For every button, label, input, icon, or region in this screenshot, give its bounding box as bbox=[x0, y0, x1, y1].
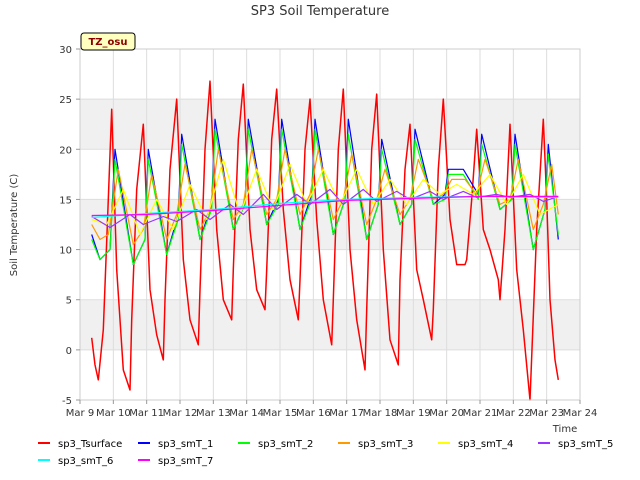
legend-label: sp3_Tsurface bbox=[58, 439, 122, 450]
x-tick-label: Mar 23 bbox=[529, 408, 564, 419]
plot-band bbox=[80, 99, 580, 150]
y-tick-label: 20 bbox=[59, 145, 72, 156]
legend-label: sp3_smT_1 bbox=[158, 439, 213, 450]
y-tick-label: 10 bbox=[59, 246, 72, 257]
y-tick-label: 30 bbox=[59, 45, 72, 56]
x-tick-label: Mar 16 bbox=[296, 408, 331, 419]
y-tick-label: 25 bbox=[59, 95, 72, 106]
x-tick-label: Mar 15 bbox=[263, 408, 298, 419]
legend: sp3_Tsurface sp3_smT_1 sp3_smT_2 sp3_smT_3 s… bbox=[38, 439, 613, 467]
series-line-sp3_smT_4 bbox=[91, 158, 559, 236]
y-tick-label: 5 bbox=[66, 296, 72, 307]
series-line-sp3_smT_7 bbox=[91, 195, 559, 217]
tz-badge-label: TZ_osu bbox=[88, 37, 127, 48]
legend-label: sp3_smT_6 bbox=[58, 456, 113, 467]
legend-label: sp3_smT_2 bbox=[258, 439, 313, 450]
x-axis-title: Time bbox=[552, 424, 577, 435]
x-tick-label: Mar 9 bbox=[66, 408, 94, 419]
chart-title: SP3 Soil Temperature bbox=[251, 4, 389, 19]
tz-badge: TZ_osu bbox=[80, 32, 136, 51]
x-tick-label: Mar 12 bbox=[163, 408, 198, 419]
x-tick-label: Mar 19 bbox=[396, 408, 431, 419]
legend-label: sp3_smT_4 bbox=[458, 439, 513, 450]
x-tick-label: Mar 17 bbox=[329, 408, 364, 419]
y-tick-label: 0 bbox=[66, 346, 72, 357]
x-tick-label: Mar 18 bbox=[363, 408, 398, 419]
x-tick-label: Mar 13 bbox=[196, 408, 231, 419]
tz-badge-box bbox=[80, 32, 136, 51]
series-line-sp3_smT_1 bbox=[91, 128, 559, 266]
y-tick-label: 15 bbox=[59, 195, 72, 206]
y-axis-title: Soil Temperature (C) bbox=[9, 174, 20, 277]
legend-label: sp3_smT_7 bbox=[158, 456, 213, 467]
y-tick-label: -5 bbox=[62, 396, 72, 407]
x-tick-label: Mar 20 bbox=[429, 408, 464, 419]
x-tick-label: Mar 10 bbox=[96, 408, 131, 419]
x-tick-label: Mar 22 bbox=[496, 408, 531, 419]
x-tick-label: Mar 21 bbox=[463, 408, 498, 419]
legend-label: sp3_smT_3 bbox=[358, 439, 413, 450]
plot-frame bbox=[79, 48, 581, 401]
x-tick-label: Mar 11 bbox=[129, 408, 164, 419]
series-layer bbox=[90, 80, 560, 401]
legend-label: sp3_smT_5 bbox=[558, 439, 613, 450]
series-line-sp3_smT_2 bbox=[91, 148, 559, 246]
x-tick-label: Mar 24 bbox=[563, 408, 598, 419]
x-tick-label: Mar 14 bbox=[229, 408, 264, 419]
